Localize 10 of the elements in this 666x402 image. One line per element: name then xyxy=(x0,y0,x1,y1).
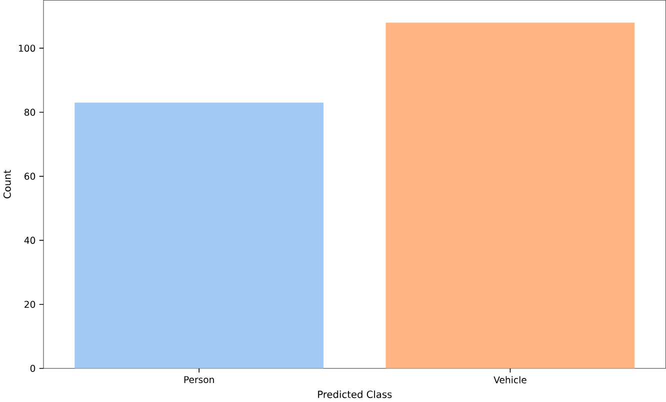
y-tick-label: 100 xyxy=(18,44,36,52)
y-tick-label: 20 xyxy=(24,301,36,308)
y-axis-title: Count xyxy=(3,170,11,199)
x-axis-title: Predicted Class xyxy=(318,390,392,398)
y-tick-label: 80 xyxy=(24,108,36,116)
x-tick-label: Vehicle xyxy=(494,376,526,384)
y-tick-label: 40 xyxy=(24,237,36,244)
y-tick-label: 60 xyxy=(24,173,36,180)
x-tick-label: Person xyxy=(184,376,214,384)
y-tick-label: 0 xyxy=(30,365,36,372)
